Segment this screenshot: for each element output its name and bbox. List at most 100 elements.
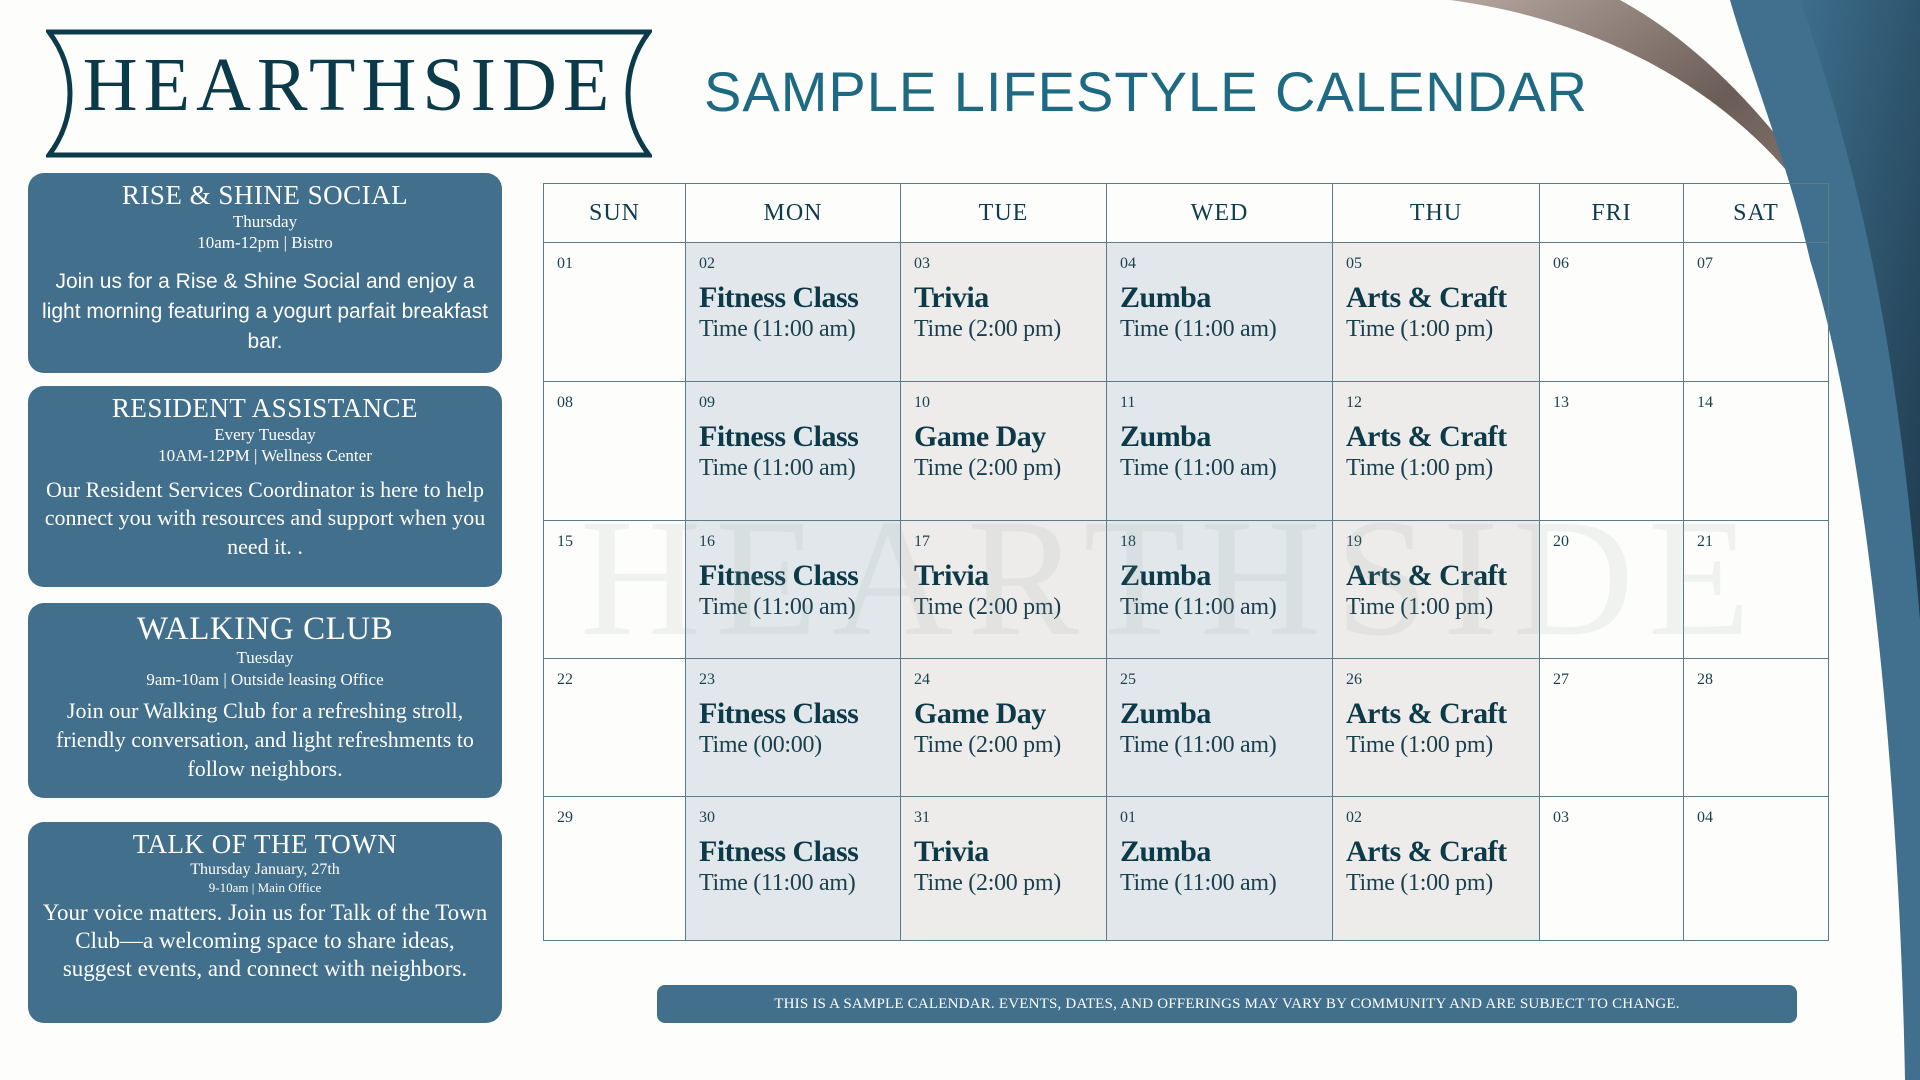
event-name: Arts & Craft <box>1346 420 1507 453</box>
event-time: Time (2:00 pm) <box>914 594 1061 620</box>
day-header-tue: TUE <box>901 184 1107 243</box>
card-description: Our Resident Services Coordinator is her… <box>44 476 486 560</box>
card-title: WALKING CLUB <box>136 611 394 647</box>
event-name: Trivia <box>914 559 989 592</box>
day-number: 22 <box>557 671 573 688</box>
monthly-calendar-grid: SUN MON TUE WED THU FRI SAT 01 02 Fitness Class Ti… <box>543 183 1829 941</box>
page-title: SAMPLE LIFESTYLE CALENDAR <box>704 60 1588 123</box>
event-card-resident-assistance: RESIDENT ASSISTANCE Every Tuesday 10AM-1… <box>28 386 502 587</box>
calendar-day-cell: 01 <box>544 243 686 382</box>
event-name: Arts & Craft <box>1346 281 1507 314</box>
event-name: Fitness Class <box>699 697 859 730</box>
event-time: Time (11:00 am) <box>1120 594 1277 620</box>
event-time: Time (11:00 am) <box>699 870 856 896</box>
event-time: Time (2:00 pm) <box>914 455 1061 481</box>
day-number: 26 <box>1346 671 1362 688</box>
event-name: Trivia <box>914 835 989 868</box>
calendar-day-cell: 06 <box>1540 243 1684 382</box>
day-number: 01 <box>557 255 573 272</box>
day-number: 02 <box>699 255 715 272</box>
day-header-thu: THU <box>1333 184 1540 243</box>
card-description: Join us for a Rise & Shine Social and en… <box>42 269 488 353</box>
calendar-day-cell: 29 <box>544 797 686 940</box>
event-time: Time (11:00 am) <box>699 594 856 620</box>
event-time: Time (1:00 pm) <box>1346 594 1493 620</box>
card-time-location: 10am-12pm | Bistro <box>197 232 333 252</box>
day-number: 03 <box>1553 809 1569 826</box>
event-name: Zumba <box>1120 281 1211 314</box>
day-number: 24 <box>914 671 930 688</box>
day-number: 23 <box>699 671 715 688</box>
day-number: 30 <box>699 809 715 826</box>
calendar-day-cell: 30 Fitness Class Time (11:00 am) <box>686 797 901 940</box>
calendar-day-cell: 14 <box>1684 382 1828 521</box>
day-header-sat: SAT <box>1684 184 1828 243</box>
calendar-day-cell: 25 Zumba Time (11:00 am) <box>1107 659 1333 797</box>
day-number: 04 <box>1120 255 1136 272</box>
day-number: 19 <box>1346 533 1362 550</box>
day-header-sun: SUN <box>544 184 686 243</box>
event-name: Fitness Class <box>699 835 859 868</box>
disclaimer-banner: THIS IS A SAMPLE CALENDAR. EVENTS, DATES… <box>657 985 1797 1023</box>
calendar-day-cell: 16 Fitness Class Time (11:00 am) <box>686 521 901 659</box>
event-name: Game Day <box>914 697 1046 730</box>
calendar-day-cell: 09 Fitness Class Time (11:00 am) <box>686 382 901 521</box>
calendar-day-cell: 04 <box>1684 797 1828 940</box>
calendar-day-cell: 10 Game Day Time (2:00 pm) <box>901 382 1107 521</box>
card-day: Thursday <box>232 211 298 231</box>
logo-wordmark: HEARTHSIDE <box>82 43 616 127</box>
event-time: Time (1:00 pm) <box>1346 870 1493 896</box>
day-number: 27 <box>1553 671 1569 688</box>
event-time: Time (2:00 pm) <box>914 316 1061 342</box>
event-time: Time (11:00 am) <box>699 316 856 342</box>
day-number: 04 <box>1697 809 1713 826</box>
day-number: 06 <box>1553 255 1569 272</box>
calendar-day-cell: 08 <box>544 382 686 521</box>
calendar-day-cell: 04 Zumba Time (11:00 am) <box>1107 243 1333 382</box>
calendar-day-cell: 23 Fitness Class Time (00:00) <box>686 659 901 797</box>
calendar-day-cell: 31 Trivia Time (2:00 pm) <box>901 797 1107 940</box>
event-time: Time (11:00 am) <box>1120 732 1277 758</box>
day-number: 15 <box>557 533 573 550</box>
calendar-day-cell: 19 Arts & Craft Time (1:00 pm) <box>1333 521 1540 659</box>
calendar-day-cell: 02 Fitness Class Time (11:00 am) <box>686 243 901 382</box>
day-number: 02 <box>1346 809 1362 826</box>
event-name: Game Day <box>914 420 1046 453</box>
event-name: Zumba <box>1120 559 1211 592</box>
day-number: 29 <box>557 809 573 826</box>
calendar-day-cell: 21 <box>1684 521 1828 659</box>
day-number: 11 <box>1120 394 1136 411</box>
event-card-talk-of-the-town: TALK OF THE TOWN Thursday January, 27th … <box>28 822 502 1023</box>
day-header-fri: FRI <box>1540 184 1684 243</box>
event-name: Arts & Craft <box>1346 697 1507 730</box>
card-time-location: 9am-10am | Outside leasing Office <box>146 669 384 689</box>
day-number: 07 <box>1697 255 1713 272</box>
card-time-location: 9-10am | Main Office <box>208 879 322 895</box>
event-name: Fitness Class <box>699 559 859 592</box>
calendar-day-cell: 24 Game Day Time (2:00 pm) <box>901 659 1107 797</box>
event-time: Time (1:00 pm) <box>1346 316 1493 342</box>
day-number: 20 <box>1553 533 1569 550</box>
day-number: 14 <box>1697 394 1713 411</box>
day-number: 03 <box>914 255 930 272</box>
event-name: Arts & Craft <box>1346 835 1507 868</box>
card-day: Every Tuesday <box>214 424 316 444</box>
card-day: Thursday January, 27th <box>190 860 340 878</box>
day-number: 09 <box>699 394 715 411</box>
event-name: Zumba <box>1120 697 1211 730</box>
event-time: Time (2:00 pm) <box>914 870 1061 896</box>
day-number: 13 <box>1553 394 1569 411</box>
event-time: Time (2:00 pm) <box>914 732 1061 758</box>
day-number: 16 <box>699 533 715 550</box>
event-name: Arts & Craft <box>1346 559 1507 592</box>
day-number: 05 <box>1346 255 1362 272</box>
card-title: RISE & SHINE SOCIAL <box>121 180 409 210</box>
calendar-day-cell: 28 <box>1684 659 1828 797</box>
calendar-day-cell: 22 <box>544 659 686 797</box>
card-description: Join our Walking Club for a refreshing s… <box>56 698 474 781</box>
calendar-day-cell: 07 <box>1684 243 1828 382</box>
card-title: TALK OF THE TOWN <box>132 829 398 859</box>
event-time: Time (1:00 pm) <box>1346 455 1493 481</box>
calendar-day-cell: 18 Zumba Time (11:00 am) <box>1107 521 1333 659</box>
calendar-day-cell: 02 Arts & Craft Time (1:00 pm) <box>1333 797 1540 940</box>
